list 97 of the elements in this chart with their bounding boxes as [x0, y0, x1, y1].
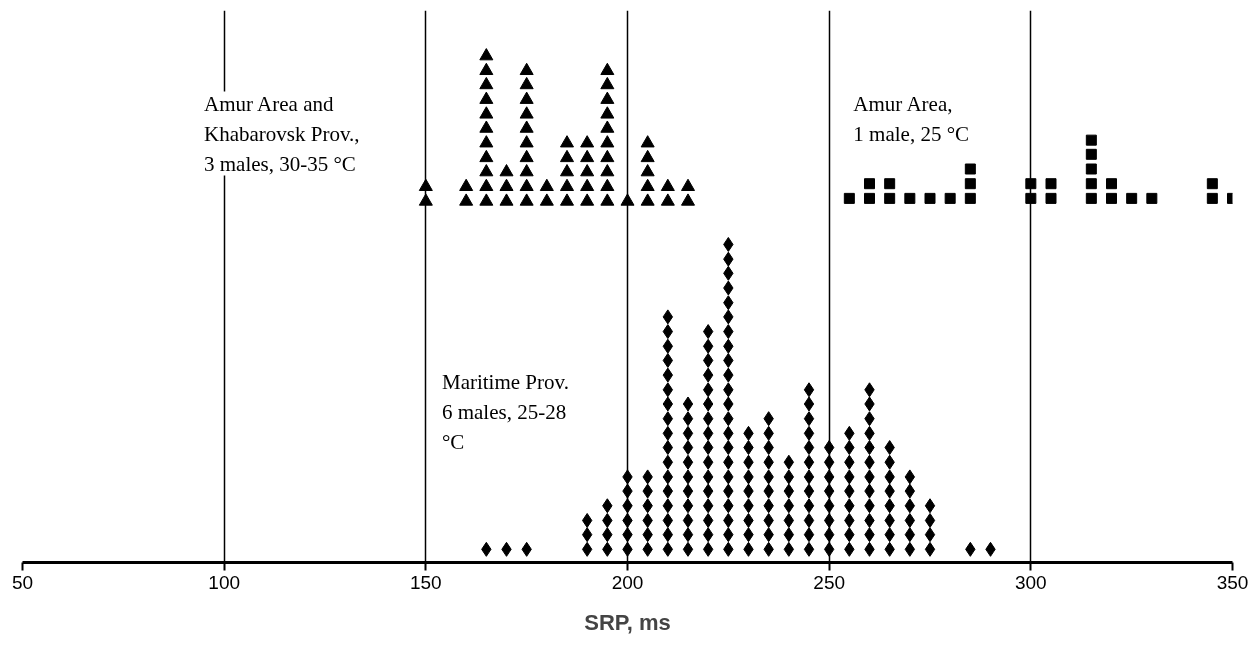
point	[479, 149, 494, 163]
point	[479, 48, 494, 61]
x-tick-label: 150	[409, 571, 442, 593]
point	[580, 135, 595, 148]
point	[640, 135, 655, 148]
point	[964, 178, 976, 190]
point	[560, 178, 574, 191]
point	[479, 164, 494, 177]
point	[499, 164, 514, 177]
point	[479, 193, 494, 206]
point	[418, 193, 433, 206]
point	[539, 178, 554, 191]
point	[1025, 178, 1037, 190]
point	[681, 193, 695, 206]
point	[944, 192, 956, 204]
point	[620, 193, 635, 206]
point	[600, 62, 615, 76]
point	[600, 149, 615, 163]
point	[640, 193, 655, 206]
point	[600, 76, 615, 90]
point	[418, 178, 433, 191]
point	[964, 163, 976, 175]
point	[1106, 192, 1117, 204]
point	[560, 149, 574, 163]
point	[1085, 163, 1097, 175]
x-tick-label: 300	[1014, 571, 1047, 593]
point	[519, 178, 534, 191]
point	[964, 192, 976, 204]
point	[1085, 148, 1097, 160]
point	[479, 178, 494, 191]
point	[904, 192, 916, 204]
point	[580, 178, 595, 191]
point	[864, 178, 875, 190]
point	[864, 192, 875, 204]
point	[924, 192, 936, 204]
point	[479, 62, 494, 76]
point	[681, 178, 695, 191]
point	[519, 164, 534, 177]
point	[1126, 192, 1138, 204]
point	[479, 91, 494, 104]
point	[479, 76, 494, 90]
point	[479, 120, 494, 133]
point	[640, 164, 655, 177]
point	[539, 193, 554, 206]
series-label: Amur Area, 1 male, 25 °C	[853, 91, 970, 146]
point	[519, 135, 534, 148]
point	[884, 192, 896, 204]
point	[560, 135, 574, 148]
point	[600, 91, 615, 104]
point	[580, 149, 595, 163]
point	[499, 193, 514, 206]
point	[600, 135, 615, 148]
point	[1025, 192, 1037, 204]
point	[560, 164, 574, 177]
point	[600, 193, 615, 206]
point	[640, 178, 655, 191]
point	[600, 120, 615, 133]
point	[1045, 178, 1057, 190]
point	[1085, 178, 1097, 190]
point	[580, 164, 595, 177]
x-tick-label: 350	[1216, 571, 1249, 593]
text: Maritime Prov. 6 males, 25-28 °C	[441, 370, 569, 455]
point	[580, 193, 595, 206]
point	[459, 193, 474, 206]
point	[1206, 178, 1218, 190]
point	[479, 106, 494, 119]
point	[519, 120, 534, 133]
point	[660, 178, 675, 191]
x-tick-label: 200	[611, 571, 644, 593]
point	[600, 106, 615, 119]
point	[1045, 192, 1057, 204]
point	[843, 192, 855, 204]
point	[519, 62, 534, 76]
point	[640, 149, 655, 163]
text: Amur Area and Khabarovsk Prov., 3 males, 30-35 °C	[204, 91, 360, 176]
x-axis-title: SRP, ms	[584, 609, 671, 635]
point	[1146, 192, 1158, 204]
point	[884, 178, 896, 190]
point	[1206, 192, 1218, 204]
point	[479, 135, 494, 148]
point	[1085, 192, 1097, 204]
point	[519, 106, 534, 119]
point	[519, 193, 534, 206]
point	[519, 91, 534, 104]
x-tick-label: 50	[11, 571, 34, 593]
point	[600, 178, 615, 191]
point	[1106, 178, 1117, 190]
point	[519, 149, 534, 163]
point	[499, 178, 514, 191]
x-tick-label: 100	[208, 571, 241, 593]
point	[660, 193, 675, 206]
point	[459, 178, 474, 191]
point	[560, 193, 574, 206]
point	[600, 164, 615, 177]
point	[1085, 134, 1097, 146]
x-tick-label: 250	[813, 571, 846, 593]
point	[519, 76, 534, 90]
